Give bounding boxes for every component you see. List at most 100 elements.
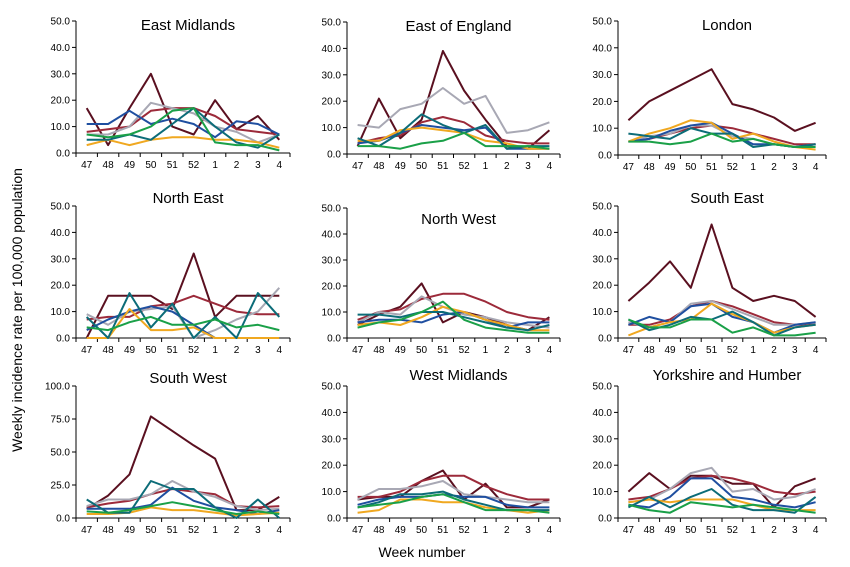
x-tick-label: 52: [188, 160, 200, 171]
x-tick-label: 50: [685, 525, 697, 536]
x-tick-label: 3: [525, 525, 531, 536]
x-tick-label: 49: [124, 160, 136, 171]
y-tick-label: 20.0: [51, 281, 71, 292]
x-tick-label: 52: [459, 161, 471, 172]
y-tick-label: 40.0: [593, 43, 613, 54]
panel-7: South West 0.0 25.0 50.0 75.0 100.0 47 48 49 50 51…: [45, 370, 291, 536]
x-tick-label: 4: [547, 161, 553, 172]
y-tick-label: 50.0: [51, 17, 71, 28]
series-line-5: [86, 136, 280, 149]
panel-title: West Midlands: [409, 367, 507, 384]
series-line-3: [86, 101, 280, 144]
y-tick-label: 0.0: [56, 149, 70, 160]
series-line-7: [357, 131, 550, 150]
series-line-2: [628, 474, 816, 501]
series-line-7: [357, 493, 550, 514]
series-line-4: [86, 109, 280, 139]
panel-title: South East: [690, 190, 764, 207]
x-tick-label: 1: [483, 161, 489, 172]
y-tick-label: 30.0: [322, 70, 342, 81]
x-tick-label: 48: [373, 345, 385, 356]
y-tick-label: 10.0: [322, 308, 342, 319]
x-tick-label: 1: [212, 345, 218, 356]
x-tick-label: 47: [81, 160, 93, 171]
panel-title: East Midlands: [141, 17, 235, 34]
x-tick-label: 47: [352, 345, 364, 356]
y-tick-label: 10.0: [51, 307, 71, 318]
x-tick-label: 51: [167, 160, 179, 171]
x-tick-label: 48: [103, 345, 115, 356]
y-tick-label: 30.0: [593, 434, 613, 445]
series-line-6: [86, 480, 280, 519]
x-tick-label: 51: [167, 525, 179, 536]
series-line-1: [85, 252, 280, 339]
series-line-5: [86, 308, 280, 339]
x-tick-label: 48: [644, 525, 656, 536]
x-tick-label: 48: [373, 525, 385, 536]
x-tick-label: 2: [771, 345, 777, 356]
series-line-7: [628, 318, 816, 337]
y-tick-label: 0.0: [598, 514, 612, 525]
series-line-3: [357, 87, 550, 134]
x-tick-label: 4: [277, 345, 283, 356]
x-tick-label: 49: [395, 525, 407, 536]
x-tick-label: 50: [145, 525, 157, 536]
series-line-4: [628, 302, 816, 334]
panel-title: South West: [149, 370, 227, 387]
x-tick-label: 4: [813, 345, 819, 356]
x-tick-label: 4: [813, 162, 819, 173]
y-tick-label: 40.0: [322, 44, 342, 55]
x-tick-label: 50: [145, 160, 157, 171]
y-tick-label: 20.0: [322, 461, 342, 472]
x-tick-label: 2: [234, 525, 240, 536]
x-tick-label: 1: [212, 525, 218, 536]
y-tick-label: 50.0: [322, 382, 342, 393]
y-tick-label: 20.0: [593, 461, 613, 472]
x-tick-label: 2: [771, 525, 777, 536]
series-line-2: [86, 488, 280, 509]
y-tick-label: 20.0: [593, 281, 613, 292]
y-tick-label: 0.0: [598, 334, 612, 345]
y-tick-label: 0.0: [327, 514, 341, 525]
x-tick-label: 50: [685, 345, 697, 356]
x-tick-label: 48: [644, 345, 656, 356]
x-tick-label: 3: [525, 345, 531, 356]
x-tick-label: 2: [504, 345, 510, 356]
x-axis-label: Week number: [379, 544, 466, 560]
y-tick-label: 50.0: [322, 18, 342, 29]
series-line-7: [86, 107, 280, 152]
series-line-1: [356, 50, 551, 150]
x-tick-label: 47: [81, 525, 93, 536]
series-line-3: [628, 466, 816, 504]
x-tick-label: 50: [145, 345, 157, 356]
panel-title: North East: [153, 190, 225, 207]
panel-2: East of England 0.0 10.0 20.0 30.0 40.0 50.0 47…: [322, 18, 561, 172]
x-tick-label: 4: [813, 525, 819, 536]
y-tick-label: 0.0: [598, 151, 612, 162]
panel-6: South East 0.0 10.0 20.0 30.0 40.0 50.0 47 48 49 5…: [593, 190, 827, 356]
series-line-7: [86, 501, 280, 515]
y-tick-label: 30.0: [51, 254, 71, 265]
series-line-5: [628, 119, 816, 151]
x-tick-label: 3: [255, 525, 261, 536]
x-tick-label: 48: [103, 525, 115, 536]
x-tick-label: 49: [124, 525, 136, 536]
series-line-7: [86, 315, 280, 332]
y-tick-label: 50.0: [51, 202, 71, 213]
y-tick-label: 10.0: [593, 124, 613, 135]
y-tick-label: 75.0: [51, 415, 71, 426]
x-tick-label: 1: [483, 525, 489, 536]
x-tick-label: 52: [188, 345, 200, 356]
y-tick-label: 10.0: [593, 307, 613, 318]
x-tick-label: 3: [792, 345, 798, 356]
y-tick-label: 30.0: [322, 256, 342, 267]
x-tick-label: 52: [188, 525, 200, 536]
panel-1: East Midlands 0.0 10.0 20.0 30.0 40.0 50.0 47 48…: [51, 17, 291, 171]
series-line-5: [357, 498, 550, 514]
panel-5: North West 0.0 10.0 20.0 30.0 40.0 50.0 47 48 49 5…: [322, 204, 561, 356]
panel-title: Yorkshire and Humber: [653, 367, 802, 384]
panel-9: Yorkshire and Humber 0.0 10.0 20.0 30.0 40.0 5…: [593, 367, 827, 536]
x-tick-label: 1: [750, 162, 756, 173]
panel-3: London 0.0 10.0 20.0 30.0 40.0 50.0 47 48 49 50 51 5…: [593, 17, 827, 173]
